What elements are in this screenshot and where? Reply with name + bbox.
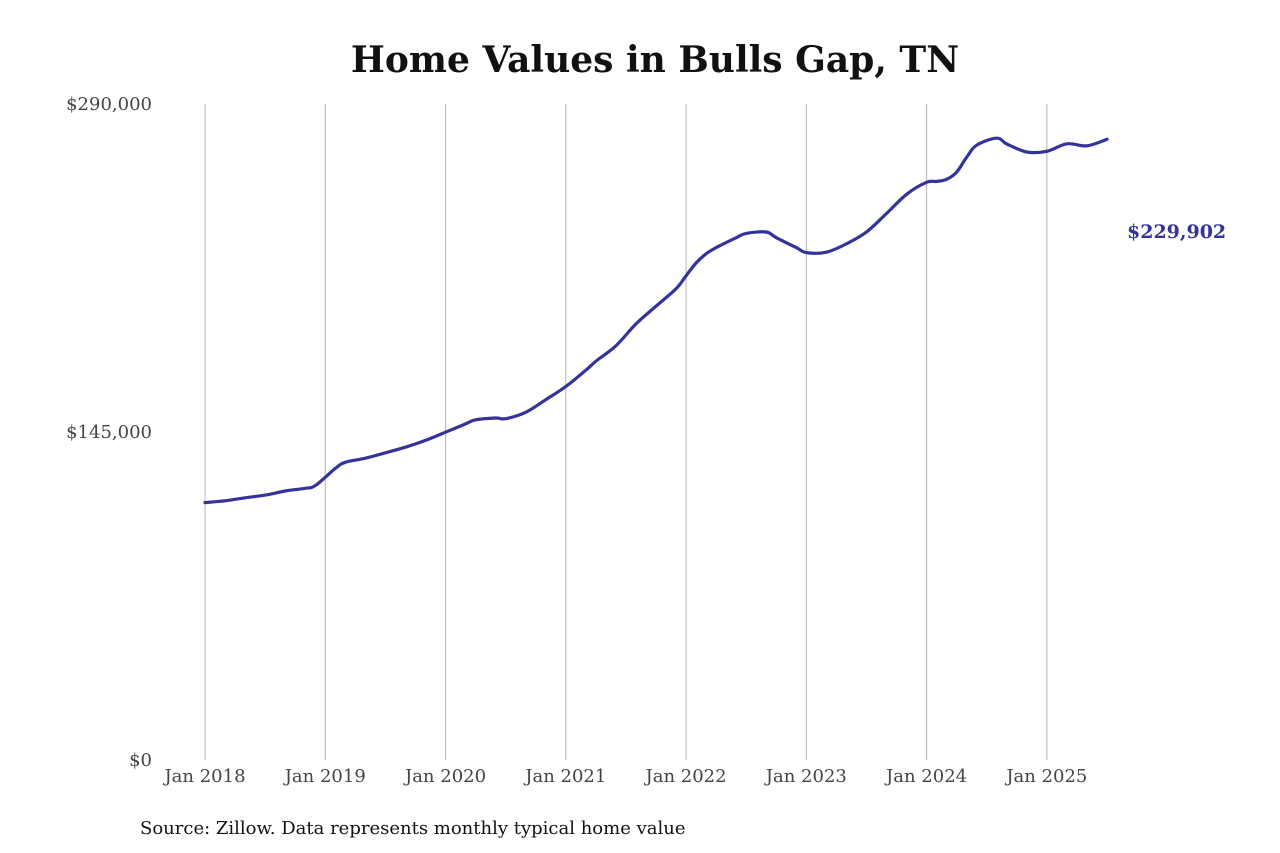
x-tick-label: Jan 2022 (644, 766, 727, 787)
x-axis: Jan 2018 Jan 2019 Jan 2020 Jan 2021 Jan 2022… (162, 766, 1087, 787)
y-axis: $290,000 $145,000 $0 (66, 94, 152, 771)
x-tick-label: Jan 2020 (403, 766, 486, 787)
x-tick-label: Jan 2019 (283, 766, 366, 787)
source-note: Source: Zillow. Data represents monthly … (140, 818, 686, 839)
y-tick-label: $145,000 (66, 422, 152, 443)
series-layer (203, 136, 1109, 505)
x-tick-label: Jan 2023 (764, 766, 847, 787)
x-tick-label: Jan 2018 (162, 766, 245, 787)
x-tick-label: Jan 2024 (884, 766, 967, 787)
y-tick-label: $0 (129, 750, 152, 771)
gridlines (204, 104, 1048, 760)
x-tick-label: Jan 2021 (523, 766, 606, 787)
series-line (203, 136, 1109, 505)
chart-title: Home Values in Bulls Gap, TN (351, 39, 959, 81)
x-tick-label: Jan 2025 (1004, 766, 1087, 787)
end-value-label: $229,902 (1127, 221, 1226, 243)
y-tick-label: $290,000 (66, 94, 152, 115)
